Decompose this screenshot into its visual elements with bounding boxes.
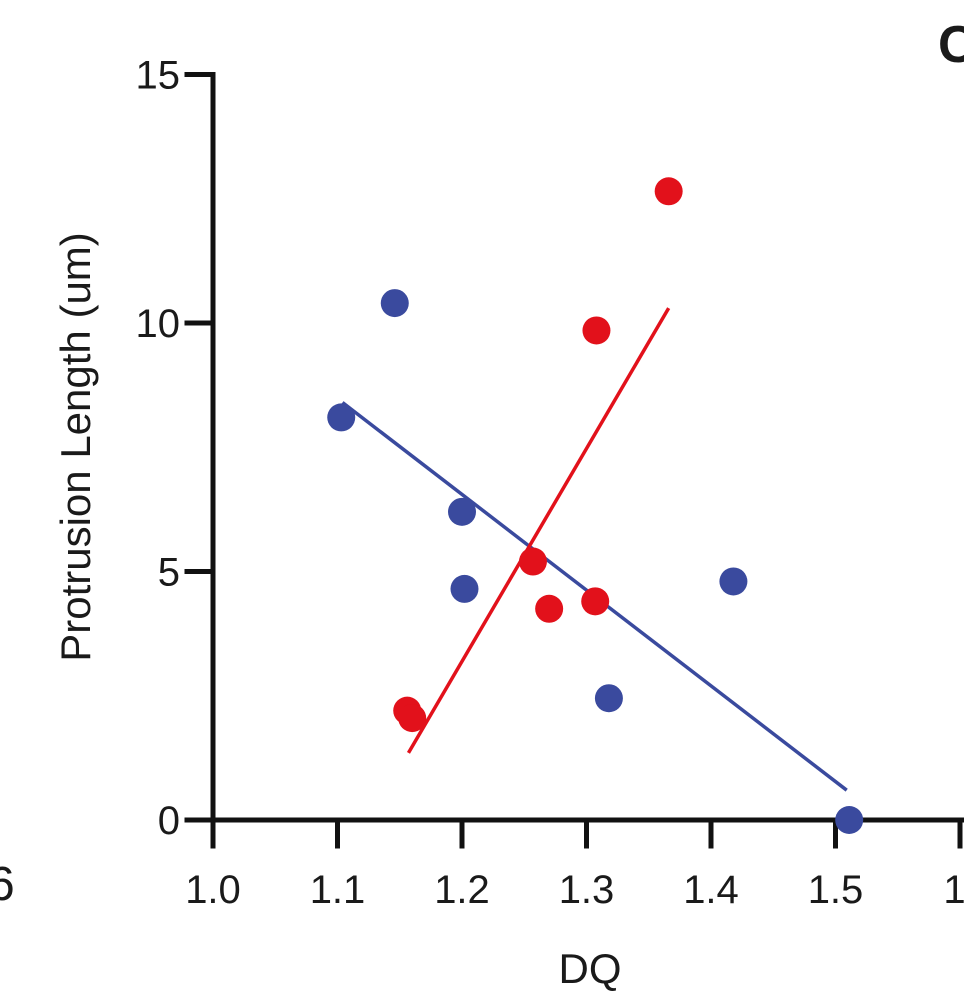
data-point-series-2 [398, 704, 427, 733]
y-tick-label: 5 [158, 551, 180, 595]
data-point-series-1 [719, 567, 748, 596]
trendline-series-2 [406, 307, 671, 754]
data-point-series-2 [654, 177, 683, 206]
y-axis-title: Protrusion Length (um) [52, 232, 99, 662]
labels: DQ Protrusion Length (um) 6 C [0, 16, 964, 992]
data-point-series-2 [581, 587, 610, 616]
x-tick-label: 1.1 [310, 868, 366, 912]
data-point-series-1 [380, 289, 409, 318]
data-point-series-2 [518, 547, 547, 576]
axes: 0 5 10 15 1.0 1.1 1.2 1.3 1.4 1.5 1. [136, 54, 964, 912]
x-tick-label: 1. [943, 868, 964, 912]
data-point-series-1 [835, 806, 864, 834]
y-tick-label: 0 [158, 799, 180, 843]
x-axis-title: DQ [559, 945, 622, 992]
data-points [327, 177, 864, 834]
panel-letter: C [938, 16, 964, 74]
x-tick-label: 1.3 [559, 868, 615, 912]
data-point-series-2 [582, 316, 611, 345]
x-tick-label: 1.5 [808, 868, 864, 912]
y-tick-label: 15 [136, 54, 181, 98]
x-tick-label: 1.0 [185, 868, 241, 912]
data-point-series-1 [450, 574, 479, 603]
x-tick-label: 1.4 [683, 868, 739, 912]
data-point-series-1 [448, 497, 476, 526]
y-tick-label: 10 [136, 302, 181, 346]
data-point-series-1 [327, 403, 356, 432]
data-point-series-2 [535, 594, 564, 623]
left-edge-partial-label: 6 [0, 858, 15, 911]
data-point-series-1 [594, 684, 623, 713]
x-tick-label: 1.2 [434, 868, 490, 912]
